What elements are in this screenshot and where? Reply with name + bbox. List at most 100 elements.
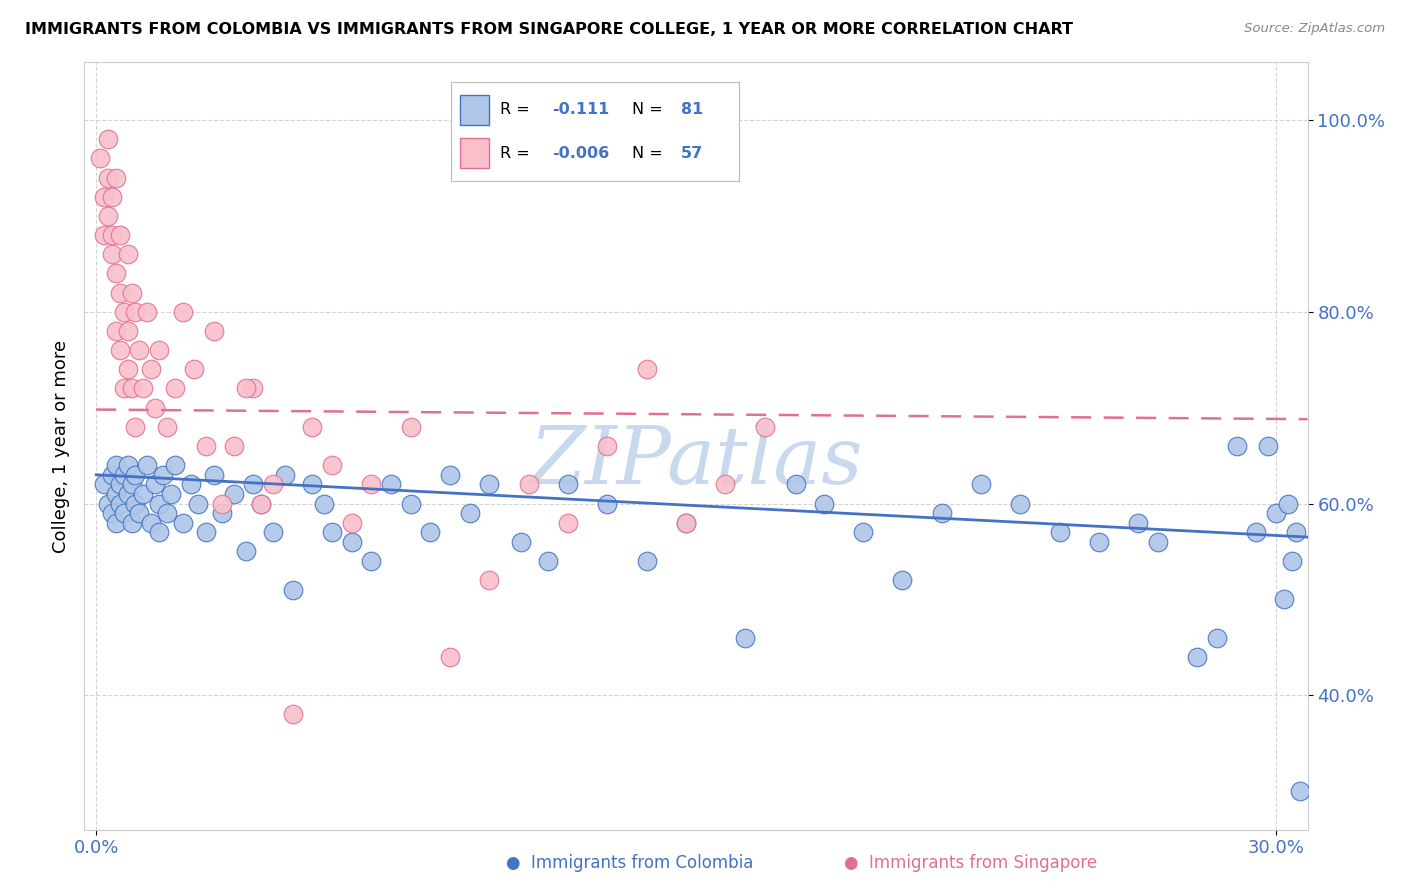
Point: [202, 324, 225, 338]
Point: [596, 496, 619, 510]
Point: [675, 516, 697, 530]
Point: [93, 227, 115, 242]
Point: [274, 467, 297, 482]
Point: [136, 304, 159, 318]
Point: [104, 267, 127, 281]
Text: ●  Immigrants from Singapore: ● Immigrants from Singapore: [844, 855, 1097, 872]
Point: [132, 487, 155, 501]
Point: [195, 439, 218, 453]
Point: [596, 439, 619, 453]
Point: [148, 343, 170, 357]
Point: [242, 477, 264, 491]
Point: [211, 506, 233, 520]
Point: [112, 304, 135, 318]
Point: [163, 458, 186, 473]
Point: [537, 554, 560, 568]
Point: [101, 467, 124, 482]
Point: [108, 227, 131, 242]
Point: [121, 477, 143, 491]
Point: [124, 467, 146, 482]
Point: [143, 477, 166, 491]
Point: [754, 419, 776, 434]
Point: [314, 496, 336, 510]
Point: [458, 506, 481, 520]
Point: [478, 574, 501, 588]
Point: [202, 467, 225, 482]
Text: ZIPatlas: ZIPatlas: [529, 423, 863, 500]
Point: [636, 554, 658, 568]
Point: [439, 467, 461, 482]
Point: [1147, 534, 1170, 549]
Point: [250, 496, 273, 510]
Point: [360, 554, 382, 568]
Point: [97, 170, 120, 185]
Point: [121, 516, 143, 530]
Point: [321, 525, 343, 540]
Point: [97, 209, 120, 223]
Point: [89, 151, 111, 165]
Point: [117, 247, 139, 261]
Point: [636, 362, 658, 376]
Point: [101, 247, 124, 261]
Point: [1277, 496, 1299, 510]
Point: [112, 382, 135, 396]
Point: [970, 477, 993, 491]
Point: [1288, 784, 1310, 798]
Point: [101, 227, 124, 242]
Point: [124, 496, 146, 510]
Point: [117, 487, 139, 501]
Text: IMMIGRANTS FROM COLOMBIA VS IMMIGRANTS FROM SINGAPORE COLLEGE, 1 YEAR OR MORE CO: IMMIGRANTS FROM COLOMBIA VS IMMIGRANTS F…: [25, 22, 1073, 37]
Point: [163, 382, 186, 396]
Point: [250, 496, 273, 510]
Point: [419, 525, 441, 540]
Point: [222, 487, 245, 501]
Point: [1128, 516, 1150, 530]
Point: [117, 324, 139, 338]
Point: [112, 467, 135, 482]
Text: ●  Immigrants from Colombia: ● Immigrants from Colombia: [506, 855, 754, 872]
Point: [813, 496, 835, 510]
Point: [517, 477, 540, 491]
Point: [97, 496, 120, 510]
Point: [1285, 525, 1308, 540]
Point: [108, 496, 131, 510]
Point: [931, 506, 953, 520]
Y-axis label: College, 1 year or more: College, 1 year or more: [52, 340, 70, 552]
Point: [172, 304, 194, 318]
Point: [399, 419, 422, 434]
Point: [93, 189, 115, 203]
Point: [172, 516, 194, 530]
Point: [714, 477, 737, 491]
Point: [101, 506, 124, 520]
Point: [128, 343, 150, 357]
Point: [141, 516, 163, 530]
Point: [281, 707, 304, 722]
Point: [242, 382, 264, 396]
Point: [93, 477, 115, 491]
Point: [124, 419, 146, 434]
Point: [321, 458, 343, 473]
Point: [195, 525, 218, 540]
Point: [852, 525, 875, 540]
Point: [112, 506, 135, 520]
Point: [121, 382, 143, 396]
Point: [439, 649, 461, 664]
Point: [891, 574, 914, 588]
Point: [281, 582, 304, 597]
Point: [104, 170, 127, 185]
Point: [148, 496, 170, 510]
Point: [1088, 534, 1111, 549]
Point: [1246, 525, 1268, 540]
Point: [785, 477, 807, 491]
Point: [183, 362, 205, 376]
Point: [557, 516, 579, 530]
Point: [1272, 592, 1295, 607]
Point: [1265, 506, 1288, 520]
Point: [380, 477, 402, 491]
Point: [136, 458, 159, 473]
Point: [104, 516, 127, 530]
Point: [117, 362, 139, 376]
Point: [1257, 439, 1279, 453]
Point: [301, 419, 323, 434]
Point: [211, 496, 233, 510]
